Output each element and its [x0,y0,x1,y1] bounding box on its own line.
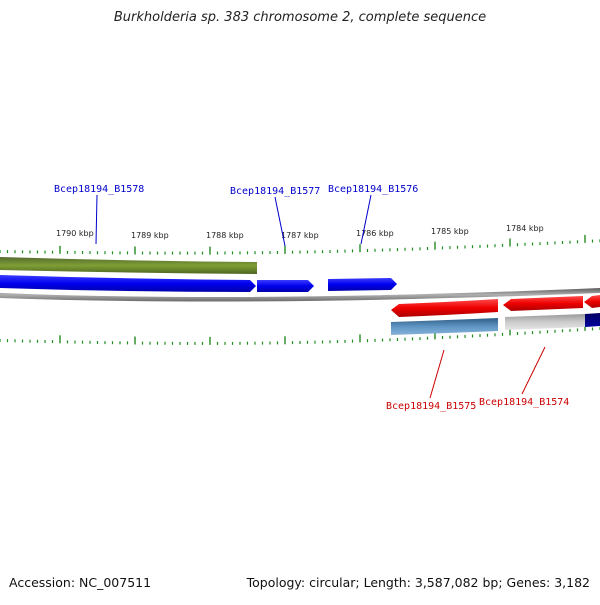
gene-arrow-b1575[interactable] [391,299,498,317]
ruler-labels: 1790 kbp 1789 kbp 1788 kbp 1787 kbp 1786… [56,224,544,240]
map-title: Burkholderia sp. 383 chromosome 2, compl… [113,10,487,25]
gene-label-b1577[interactable]: Bcep18194_B1577 [230,186,320,197]
leader-b1575 [429,349,445,399]
ruler-label-1784: 1784 kbp [506,224,544,233]
ruler-label-1788: 1788 kbp [206,231,244,240]
top-tick-ruler [0,234,600,255]
gene-arrow-b1576[interactable] [328,278,397,291]
chromosome-backbone [0,288,600,302]
gene-label-b1575[interactable]: Bcep18194_B1575 [386,401,476,412]
ruler-label-1789: 1789 kbp [131,231,169,240]
gene-label-b1576[interactable]: Bcep18194_B1576 [328,184,418,195]
gene-leader-lines [95,194,546,399]
olive-feature-track[interactable] [0,257,257,274]
gene-arrow-offscreen-red[interactable] [584,295,600,308]
gene-arrow-b1577[interactable] [257,280,314,292]
gene-arrow-b1574[interactable] [503,296,583,311]
gene-label-b1574[interactable]: Bcep18194_B1574 [479,397,569,408]
leader-b1578 [95,194,98,245]
gene-arrow-b1578[interactable] [0,275,256,292]
leader-b1577 [274,196,286,247]
steelblue-feature-track[interactable] [391,318,498,335]
ruler-label-1790: 1790 kbp [56,229,94,238]
leader-b1574 [521,346,546,395]
gene-label-b1578[interactable]: Bcep18194_B1578 [54,184,144,195]
topology-summary-text: Topology: circular; Length: 3,587,082 bp… [246,575,590,590]
bottom-tick-ruler [0,322,600,345]
ruler-label-1787: 1787 kbp [281,231,319,240]
ruler-label-1785: 1785 kbp [431,227,469,236]
navy-feature-track[interactable] [585,313,600,327]
accession-text: Accession: NC_007511 [9,575,152,590]
ruler-label-1786: 1786 kbp [356,229,394,238]
grey-feature-track[interactable] [505,314,585,330]
leader-b1576 [360,194,372,245]
